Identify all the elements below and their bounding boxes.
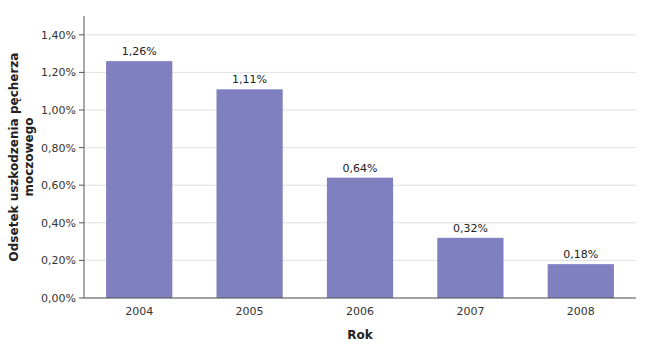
x-tick-label: 2008 <box>567 305 595 318</box>
bars <box>106 61 614 298</box>
y-tick <box>79 34 84 35</box>
x-axis-label: Rok <box>347 328 373 342</box>
chart-svg: 0,00% 0,20% 0,40% 0,60% 0,80% 1,00% 1,20% 1,40%… <box>0 0 648 351</box>
y-tick <box>79 298 84 299</box>
y-tick-label: 1,00% <box>41 104 76 117</box>
y-tick <box>79 185 84 186</box>
x-axis-line <box>84 298 636 299</box>
bar <box>548 264 614 298</box>
x-tick-label: 2004 <box>125 305 153 318</box>
grid-line <box>84 34 636 35</box>
y-axis-label-line: Odsetek uszkodzenia pęcherza <box>7 53 21 262</box>
y-tick-label: 1,20% <box>41 66 76 79</box>
y-tick <box>79 222 84 223</box>
x-tick-label: 2006 <box>346 305 374 318</box>
grid-line <box>84 298 636 299</box>
y-tick <box>79 260 84 261</box>
y-axis-line <box>84 16 85 298</box>
data-label: 1,11% <box>232 73 267 86</box>
y-tick <box>79 147 84 148</box>
y-tick-label: 0,60% <box>41 179 76 192</box>
x-tick-label: 2005 <box>236 305 264 318</box>
y-tick-label: 0,00% <box>41 292 76 305</box>
bar <box>106 61 172 298</box>
y-axis-label-line: moczowego <box>22 117 36 196</box>
chart-container: 0,00% 0,20% 0,40% 0,60% 0,80% 1,00% 1,20% 1,40%… <box>0 0 648 351</box>
bar <box>327 178 393 298</box>
y-tick-label: 0,20% <box>41 254 76 267</box>
data-label: 0,18% <box>563 248 598 261</box>
bar <box>216 89 282 298</box>
data-label: 0,64% <box>343 162 378 175</box>
y-tick <box>79 72 84 73</box>
y-tick-label: 1,40% <box>41 29 76 42</box>
bar <box>437 238 503 298</box>
x-tick-label: 2007 <box>456 305 484 318</box>
data-label: 1,26% <box>122 45 157 58</box>
y-tick-label: 0,40% <box>41 217 76 230</box>
data-label: 0,32% <box>453 222 488 235</box>
y-tick <box>79 110 84 111</box>
y-tick-label: 0,80% <box>41 142 76 155</box>
y-axis-label: Odsetek uszkodzenia pęcherzamoczowego <box>7 53 36 262</box>
